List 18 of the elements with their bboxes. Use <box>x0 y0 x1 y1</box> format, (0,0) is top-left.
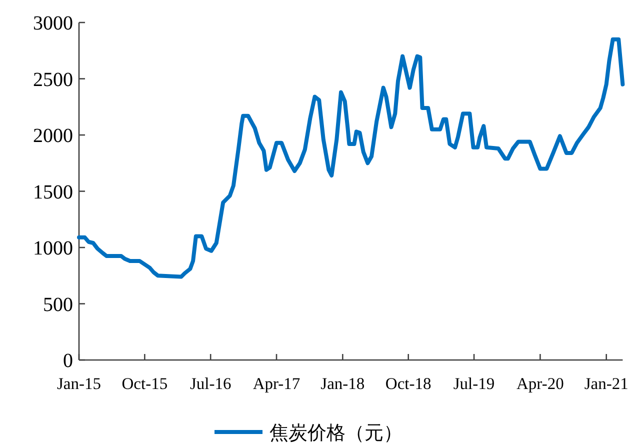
y-tick-label: 1500 <box>33 181 73 204</box>
line-series <box>77 37 625 279</box>
x-tick-label: Oct-15 <box>122 374 168 393</box>
x-tick-label: Jul-16 <box>190 374 232 393</box>
x-tick-label: Oct-18 <box>385 374 432 393</box>
y-tick-label: 3000 <box>33 12 73 34</box>
y-tick-label: 1000 <box>33 238 73 260</box>
y-tick-label: 0 <box>63 350 73 372</box>
x-tick-label: Jan-21 <box>584 374 628 393</box>
legend-label: 焦炭价格（元） <box>270 423 402 444</box>
x-tick-label: Apr-20 <box>516 374 564 393</box>
y-tick-label: 500 <box>43 294 73 316</box>
x-tick-label: Jan-18 <box>320 374 365 393</box>
x-tick-label: Apr-17 <box>252 374 300 393</box>
y-tick-label: 2000 <box>33 125 73 147</box>
y-tick-label: 2500 <box>33 68 73 91</box>
x-tick-label: Jul-19 <box>453 374 495 393</box>
x-tick-label: Jan-15 <box>57 374 101 393</box>
